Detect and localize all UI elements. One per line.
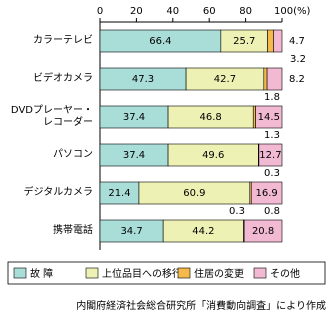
source: 内閣府経済社会総合研究所「消費動向調査」により作成 bbox=[76, 299, 326, 312]
legend-swatch bbox=[253, 267, 267, 279]
legend-swatch bbox=[85, 267, 99, 279]
value-label: 60.9 bbox=[183, 188, 205, 199]
value-label: 12.7 bbox=[259, 150, 281, 161]
bar-segment bbox=[266, 67, 283, 91]
value-label: 1.3 bbox=[264, 130, 280, 141]
value-label: 46.8 bbox=[200, 112, 222, 123]
x-tick-label: 100(%) bbox=[274, 6, 310, 17]
bar-segment bbox=[255, 105, 283, 129]
legend-label: 住居の変更 bbox=[194, 267, 244, 280]
value-label: 44.2 bbox=[192, 226, 214, 237]
category-label: ビデオカメラ bbox=[33, 73, 93, 84]
value-label: 37.4 bbox=[123, 112, 145, 123]
value-label: 4.7 bbox=[289, 36, 305, 47]
value-label: 3.2 bbox=[290, 54, 306, 65]
bar-segment bbox=[267, 29, 274, 53]
category-label: カラーテレビ bbox=[33, 35, 93, 46]
bar-segment bbox=[250, 181, 283, 205]
category-label: DVDプレーヤー・ レコーダー bbox=[10, 105, 93, 128]
value-label: 21.4 bbox=[108, 188, 130, 199]
value-label: 49.6 bbox=[202, 150, 224, 161]
legend-label: その他 bbox=[270, 267, 300, 280]
value-label: 16.9 bbox=[255, 188, 277, 199]
value-label: 34.7 bbox=[120, 226, 142, 237]
value-label: 37.4 bbox=[123, 150, 145, 161]
value-label: 0.3 bbox=[229, 206, 245, 217]
x-tick-label: 80 bbox=[239, 6, 252, 17]
bar-segment bbox=[252, 105, 256, 129]
bar-segment bbox=[258, 143, 283, 167]
x-tick-label: 60 bbox=[203, 6, 216, 17]
bar-segment bbox=[263, 67, 268, 91]
legend-label: 上位品目への移行 bbox=[102, 267, 182, 280]
value-label: 25.7 bbox=[233, 36, 255, 47]
value-label: 66.4 bbox=[149, 36, 171, 47]
legend-swatch bbox=[13, 267, 27, 279]
bar-segment bbox=[243, 219, 283, 243]
value-label: 0.3 bbox=[264, 168, 280, 179]
legend-box bbox=[7, 261, 326, 285]
value-label: 8.2 bbox=[289, 74, 305, 85]
legend-label: 故 障 bbox=[30, 267, 53, 280]
value-label: 0.8 bbox=[264, 206, 280, 217]
value-label: 14.5 bbox=[258, 112, 280, 123]
category-label: デジタルカメラ bbox=[23, 187, 94, 198]
x-tick-label: 0 bbox=[97, 6, 103, 17]
x-tick-label: 20 bbox=[130, 6, 143, 17]
value-label: 42.7 bbox=[214, 74, 236, 85]
category-label: 携帯電話 bbox=[53, 225, 93, 236]
category-label: パソコン bbox=[53, 149, 93, 160]
legend-swatch bbox=[177, 267, 191, 279]
value-label: 1.8 bbox=[264, 92, 280, 103]
x-tick-label: 40 bbox=[166, 6, 179, 17]
value-label: 20.8 bbox=[252, 226, 274, 237]
value-label: 47.3 bbox=[132, 74, 154, 85]
bar-segment bbox=[273, 29, 283, 53]
